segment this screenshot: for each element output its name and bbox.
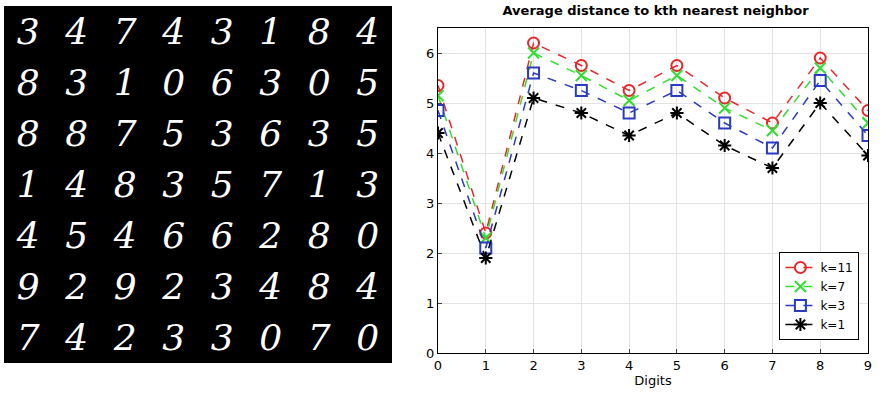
svg-text:Average distance to kth neares: Average distance to kth nearest neighbor [503,3,810,18]
html-text:0: 0 [259,317,283,358]
html-text:0: 0 [307,62,331,103]
html-text:7: 7 [113,113,137,154]
html-text:7: 7 [307,317,331,358]
html-text:5: 5 [356,62,380,103]
html-text:3: 3 [259,62,283,103]
svg-text:k=3: k=3 [820,299,845,313]
html-text:5: 5 [210,164,234,205]
html-text:4: 4 [113,215,137,256]
svg-text:3: 3 [577,358,585,373]
html-text:3: 3 [210,317,234,358]
svg-text:2: 2 [529,358,537,373]
html-text:8: 8 [307,215,331,256]
html-text:6: 6 [259,113,283,154]
html-text:8: 8 [307,266,331,307]
html-text:4: 4 [16,215,40,256]
html-text:8: 8 [16,113,40,154]
svg-text:6: 6 [426,46,434,61]
svg-text:k=7: k=7 [820,280,845,294]
html-text:3: 3 [210,11,234,52]
svg-text:2: 2 [426,246,434,261]
html-text:3: 3 [210,266,234,307]
html-text:8: 8 [307,11,331,52]
html-text:7: 7 [16,317,40,358]
html-text:0: 0 [162,62,186,103]
svg-text:5: 5 [673,358,681,373]
html-text:8: 8 [113,164,137,205]
html-text:8: 8 [65,113,89,154]
html-text:4: 4 [356,266,380,307]
html-text:6: 6 [210,62,234,103]
html-text:3: 3 [307,113,331,154]
html-text:3: 3 [65,62,89,103]
html-text:0: 0 [356,215,380,256]
svg-text:8: 8 [816,358,824,373]
svg-text:7: 7 [768,358,776,373]
html-text:4: 4 [65,317,89,358]
svg-text:4: 4 [625,358,633,373]
html-text:3: 3 [210,113,234,154]
html-text:5: 5 [162,113,186,154]
html-text:9: 9 [16,266,40,307]
html-text:4: 4 [259,266,283,307]
html-text:5: 5 [65,215,89,256]
html-text:5: 5 [356,113,380,154]
html-text:6: 6 [162,215,186,256]
html-text:3: 3 [356,164,380,205]
svg-text:4: 4 [426,146,434,161]
html-text:3: 3 [162,317,186,358]
svg-text:k=1: k=1 [820,318,845,332]
html-text:3: 3 [16,11,40,52]
html-text:9: 9 [113,266,137,307]
svg-text:0: 0 [426,346,434,361]
svg-text:3: 3 [426,196,434,211]
html-text:4: 4 [65,164,89,205]
html-text:4: 4 [65,11,89,52]
html-text:4: 4 [162,11,186,52]
html-text:0: 0 [356,317,380,358]
svg-text:Digits: Digits [634,373,672,388]
svg-text:5: 5 [426,96,434,111]
html-text:3: 3 [162,164,186,205]
svg-text:1: 1 [482,358,490,373]
html-text:4: 4 [356,11,380,52]
html-text:1: 1 [259,11,283,52]
html-text:6: 6 [210,215,234,256]
html-text:1: 1 [16,164,40,205]
svg-text:1: 1 [426,296,434,311]
html-text:1: 1 [307,164,331,205]
html-text:2: 2 [162,266,186,307]
html-text:2: 2 [65,266,89,307]
svg-text:6: 6 [721,358,729,373]
svg-text:k=11: k=11 [820,261,852,275]
svg-text:0: 0 [434,358,442,373]
html-text:8: 8 [16,62,40,103]
html-text:2: 2 [259,215,283,256]
html-text:1: 1 [113,62,137,103]
html-text:7: 7 [113,11,137,52]
svg-text:9: 9 [864,358,872,373]
html-text:7: 7 [259,164,283,205]
html-text:2: 2 [113,317,137,358]
